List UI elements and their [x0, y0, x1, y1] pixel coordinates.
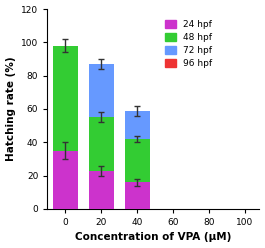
- Bar: [125, 182, 150, 209]
- X-axis label: Concentration of VPA (μM): Concentration of VPA (μM): [75, 232, 232, 243]
- Y-axis label: Hatching rate (%): Hatching rate (%): [6, 57, 16, 161]
- Bar: [89, 117, 114, 171]
- Bar: [53, 151, 78, 209]
- Legend: 24 hpf, 48 hpf, 72 hpf, 96 hpf: 24 hpf, 48 hpf, 72 hpf, 96 hpf: [162, 18, 215, 70]
- Bar: [125, 139, 150, 182]
- Bar: [53, 46, 78, 151]
- Bar: [89, 64, 114, 117]
- Bar: [89, 171, 114, 209]
- Bar: [125, 111, 150, 139]
